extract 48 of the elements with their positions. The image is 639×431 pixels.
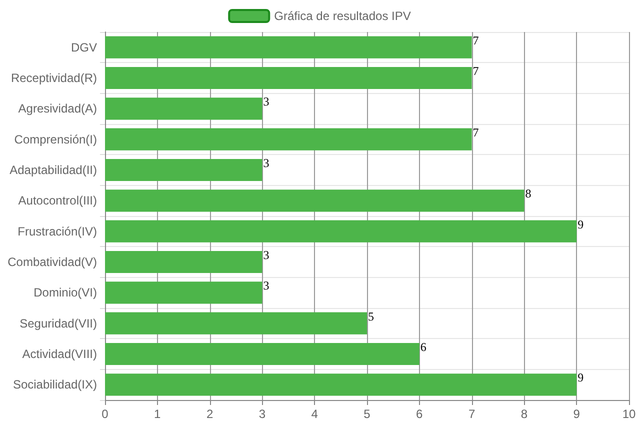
bar	[105, 190, 524, 212]
y-tick-label: Sociabilidad(IX)	[12, 378, 97, 392]
data-label: 3	[263, 94, 270, 109]
data-label: 7	[472, 64, 479, 78]
y-tick-label: Dominio(VI)	[34, 286, 97, 300]
bar	[105, 374, 577, 396]
data-label: 3	[263, 248, 270, 262]
y-tick-label: Autocontrol(III)	[18, 194, 97, 208]
data-label: 9	[578, 217, 584, 232]
bar	[105, 98, 262, 120]
bar	[105, 128, 472, 150]
data-label: 6	[420, 340, 426, 354]
y-tick-label: DGV	[70, 40, 97, 54]
data-label: 9	[578, 370, 584, 385]
x-tick-label: 3	[258, 407, 266, 421]
bar	[105, 312, 367, 334]
x-tick-label: 4	[311, 407, 318, 421]
bar	[105, 282, 262, 304]
y-tick-label: Combatividad(V)	[8, 255, 97, 269]
y-tick-label: Frustración(IV)	[18, 224, 97, 238]
data-label: 8	[525, 186, 532, 201]
x-tick-label: 9	[573, 407, 580, 421]
y-tick-label: Actividad(VIII)	[22, 347, 97, 361]
x-tick-label: 0	[102, 407, 109, 421]
data-label: 3	[263, 156, 270, 170]
x-tick-label: 10	[622, 407, 636, 421]
data-label: 7	[472, 125, 479, 140]
y-tick-label: Receptividad(R)	[10, 71, 97, 85]
y-tick-label: Adaptabilidad(II)	[10, 163, 97, 177]
bar	[105, 250, 262, 274]
bar	[105, 342, 420, 366]
x-tick-label: 2	[206, 407, 214, 421]
y-tick-label: Agresividad(A)	[18, 102, 97, 116]
data-label: 7	[472, 33, 479, 48]
x-tick-label: 5	[364, 407, 371, 421]
bar	[105, 220, 577, 242]
x-tick-label: 6	[416, 407, 424, 421]
bar	[105, 158, 262, 182]
x-tick-label: 8	[520, 407, 528, 421]
data-label: 3	[263, 278, 270, 293]
data-label: 5	[368, 309, 374, 324]
x-tick-label: 1	[154, 407, 162, 421]
y-tick-label: Seguridad(VII)	[20, 316, 97, 330]
bar	[105, 36, 472, 58]
bar	[105, 66, 472, 90]
legend-label: Gráfica de resultados IPV	[274, 9, 411, 23]
x-tick-label: 7	[468, 407, 476, 421]
y-tick-label: Comprensión(I)	[14, 132, 97, 146]
